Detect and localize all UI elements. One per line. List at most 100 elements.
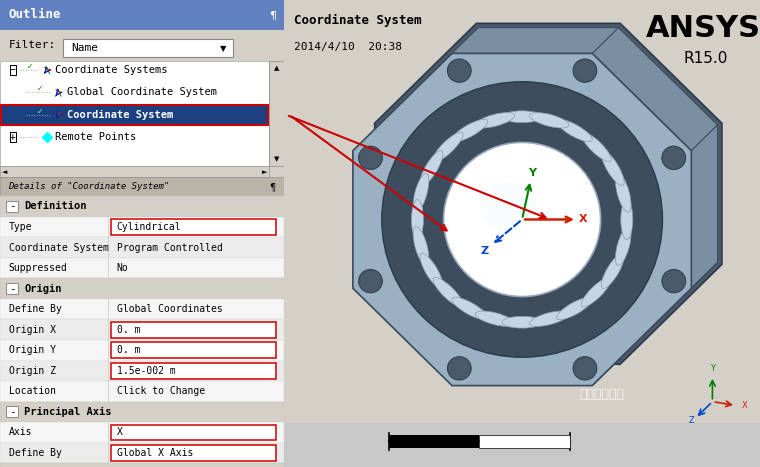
Ellipse shape — [433, 132, 463, 162]
Bar — [1, 105, 268, 125]
Bar — [6, 283, 17, 294]
Ellipse shape — [601, 253, 624, 289]
Bar — [268, 61, 284, 166]
Polygon shape — [452, 28, 619, 53]
Text: -: - — [8, 283, 15, 294]
Text: Z: Z — [689, 416, 694, 425]
Text: Global Coordinates: Global Coordinates — [116, 304, 222, 314]
Circle shape — [448, 357, 471, 380]
Circle shape — [382, 82, 663, 357]
Ellipse shape — [616, 174, 631, 212]
Bar — [0, 196, 284, 217]
Bar — [111, 425, 276, 440]
Polygon shape — [375, 23, 722, 364]
Circle shape — [444, 142, 600, 297]
Bar — [0, 0, 284, 30]
Bar — [0, 258, 284, 278]
Circle shape — [359, 269, 382, 293]
Bar — [62, 39, 233, 57]
Text: Origin X: Origin X — [8, 325, 55, 335]
Circle shape — [662, 269, 686, 293]
Polygon shape — [592, 262, 717, 386]
Ellipse shape — [556, 297, 592, 320]
Bar — [111, 363, 276, 379]
Text: Global X Axis: Global X Axis — [116, 448, 193, 458]
Bar — [0, 237, 284, 258]
Bar — [0, 30, 284, 61]
Circle shape — [573, 357, 597, 380]
Text: ▼: ▼ — [274, 156, 279, 162]
Ellipse shape — [581, 277, 611, 307]
Text: 0.000: 0.000 — [373, 450, 404, 460]
Ellipse shape — [413, 227, 429, 265]
Ellipse shape — [420, 150, 443, 186]
Bar — [284, 423, 760, 467]
Text: ◄: ◄ — [2, 169, 7, 175]
Bar — [0, 422, 284, 443]
Text: ANSYS: ANSYS — [646, 14, 760, 43]
Ellipse shape — [530, 113, 569, 128]
Ellipse shape — [502, 111, 543, 123]
Text: ¶: ¶ — [270, 182, 276, 192]
Bar — [0, 278, 284, 299]
Text: ✓: ✓ — [27, 62, 33, 71]
Text: Y: Y — [529, 168, 537, 178]
Bar — [111, 342, 276, 358]
Text: ▲: ▲ — [274, 65, 279, 71]
Bar — [0, 217, 284, 237]
Text: ▼: ▼ — [220, 43, 226, 53]
Text: Name: Name — [71, 43, 98, 53]
Ellipse shape — [452, 297, 488, 320]
Text: Coordinate System: Coordinate System — [294, 14, 421, 27]
Text: Coordinate System: Coordinate System — [8, 242, 109, 253]
Text: R15.0: R15.0 — [684, 51, 728, 66]
Text: Definition: Definition — [24, 201, 87, 212]
Ellipse shape — [420, 253, 443, 289]
Bar — [0, 443, 284, 463]
Text: X: X — [578, 214, 587, 225]
Bar — [6, 201, 17, 212]
Text: 0.040 (m): 0.040 (m) — [542, 450, 598, 460]
Bar — [10, 65, 16, 75]
Text: 1.5e-002 m: 1.5e-002 m — [116, 366, 176, 376]
Ellipse shape — [530, 311, 569, 326]
Text: Define By: Define By — [8, 304, 62, 314]
Circle shape — [359, 146, 382, 170]
Bar — [111, 219, 276, 235]
Text: 2014/4/10  20:38: 2014/4/10 20:38 — [294, 42, 402, 52]
Ellipse shape — [475, 113, 515, 128]
Bar — [10, 132, 16, 142]
Bar — [0, 177, 284, 196]
Ellipse shape — [556, 119, 592, 142]
Text: Origin Z: Origin Z — [8, 366, 55, 376]
Text: -: - — [8, 407, 15, 417]
Text: Click to Change: Click to Change — [116, 386, 204, 396]
Text: Details of "Coordinate System": Details of "Coordinate System" — [8, 182, 169, 191]
Bar — [0, 340, 284, 361]
Text: Origin Y: Origin Y — [8, 345, 55, 355]
Ellipse shape — [502, 316, 543, 328]
Text: Y: Y — [710, 364, 715, 374]
Text: −: − — [10, 65, 16, 75]
Polygon shape — [592, 28, 717, 151]
Text: Principal Axis: Principal Axis — [24, 407, 112, 417]
Text: Type: Type — [8, 222, 32, 232]
Text: X: X — [116, 427, 122, 438]
Text: 0. m: 0. m — [116, 325, 140, 335]
Bar — [0, 402, 284, 422]
Text: Location: Location — [8, 386, 55, 396]
Text: Coordinate System: Coordinate System — [67, 110, 173, 120]
Bar — [0, 319, 284, 340]
Text: Remote Points: Remote Points — [55, 132, 137, 142]
Text: ✓: ✓ — [36, 106, 43, 116]
Ellipse shape — [411, 199, 423, 240]
Text: Program Controlled: Program Controlled — [116, 242, 222, 253]
Text: Cylindrical: Cylindrical — [116, 222, 181, 232]
Ellipse shape — [433, 277, 463, 307]
Bar — [0, 381, 284, 402]
Text: 西莫电机论坛: 西莫电机论坛 — [579, 388, 624, 401]
Text: No: No — [116, 263, 128, 273]
Ellipse shape — [475, 311, 515, 326]
Text: Outline: Outline — [8, 8, 61, 21]
Text: Z: Z — [481, 246, 489, 256]
